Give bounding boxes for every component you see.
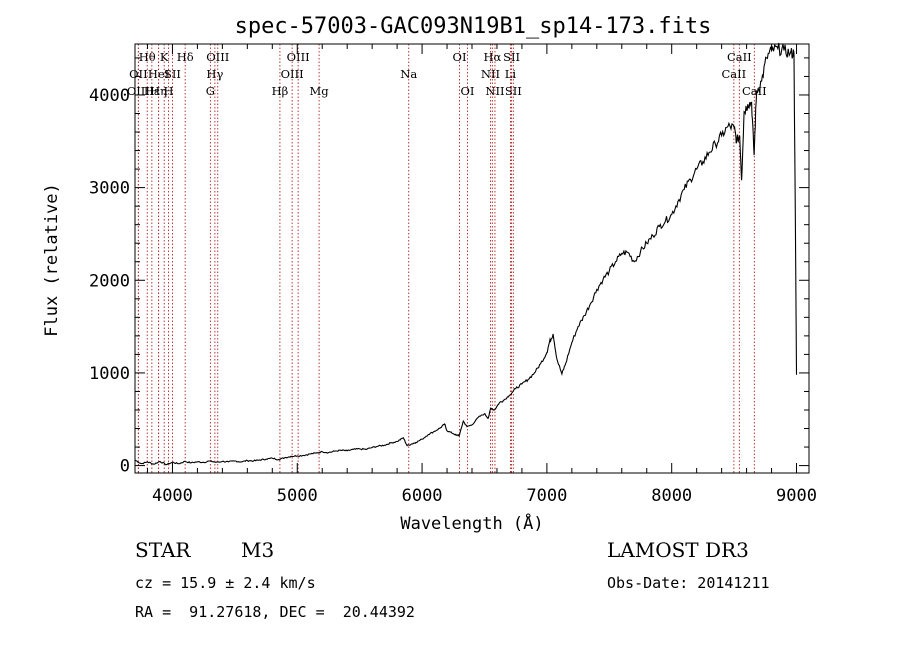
y-tick-label: 1000: [89, 364, 130, 384]
plot-frame: [134, 43, 810, 474]
spectral-line-label: H: [164, 84, 174, 98]
spectral-line-label: K: [160, 50, 169, 64]
spectral-line-label: Hδ: [177, 50, 194, 64]
y-tick-label: 0: [120, 457, 130, 477]
object-class: STAR: [135, 538, 191, 562]
spectral-line-label: Mg: [310, 84, 330, 98]
spectral-line-label: OII: [129, 67, 148, 81]
x-tick-label: 6000: [402, 486, 443, 506]
spectral-line-label: Hη: [150, 84, 167, 98]
observation-date: Obs-Date: 20141211: [607, 574, 770, 592]
spectral-line-label: Hε: [144, 84, 160, 98]
chart-title: spec-57003-GAC093N19B1_sp14-173.fits: [235, 14, 712, 39]
spectral-line-label: Hβ: [272, 84, 289, 98]
y-axis-label: Flux (relative): [42, 183, 62, 337]
spectral-line-label: OIII: [287, 50, 310, 64]
spectral-line-label: Hγ: [206, 67, 223, 81]
spectral-line-label: SII: [503, 50, 520, 64]
spectral-line-label: NII: [481, 67, 500, 81]
spectral-line-label: OIII: [206, 50, 229, 64]
spectral-line-markers: [137, 44, 755, 473]
spectral-line-label: G: [206, 84, 215, 98]
spectral-line-label: OIII: [281, 67, 304, 81]
y-tick-label: 2000: [89, 271, 130, 291]
x-axis-label: Wavelength (Å): [400, 512, 543, 534]
spectral-line-label: OIII: [127, 84, 150, 98]
spectral-line-label: OI: [453, 50, 467, 64]
y-tick-label: 3000: [89, 179, 130, 199]
survey-name: LAMOST DR3: [607, 538, 749, 562]
x-tick-label: 8000: [651, 486, 692, 506]
spectral-line-label: OI: [461, 84, 475, 98]
flux-series-line: [134, 42, 798, 466]
spectral-line-label: Li: [505, 67, 517, 81]
y-tick-label: 4000: [89, 86, 130, 106]
x-tick-label: 9000: [776, 486, 817, 506]
object-subclass: M3: [241, 538, 275, 562]
ra-dec-coordinates: RA = 91.27618, DEC = 20.44392: [135, 603, 415, 621]
x-tick-label: 4000: [152, 486, 193, 506]
spectral-line-label: SII: [164, 67, 181, 81]
spectral-line-label: CaII: [727, 50, 752, 64]
spectral-line-label: HeI: [148, 67, 169, 81]
spectral-line-label: SII: [505, 84, 522, 98]
redshift-cz: cz = 15.9 ± 2.4 km/s: [135, 574, 316, 592]
x-axis-ticks: 4000 5000 6000 7000 8000 9000: [146, 44, 817, 506]
spectral-line-label: NII: [485, 84, 504, 98]
spectral-line-label: Hα: [483, 50, 501, 64]
x-tick-label: 7000: [526, 486, 567, 506]
spectral-line-label: CaII: [721, 67, 746, 81]
spectral-line-label: Hθ: [139, 50, 156, 64]
x-tick-label: 5000: [277, 486, 318, 506]
spectral-line-label: CaII: [742, 84, 767, 98]
spectral-line-label: Na: [400, 67, 417, 81]
y-axis-ticks: 0 1000 2000 3000 4000: [89, 57, 809, 477]
